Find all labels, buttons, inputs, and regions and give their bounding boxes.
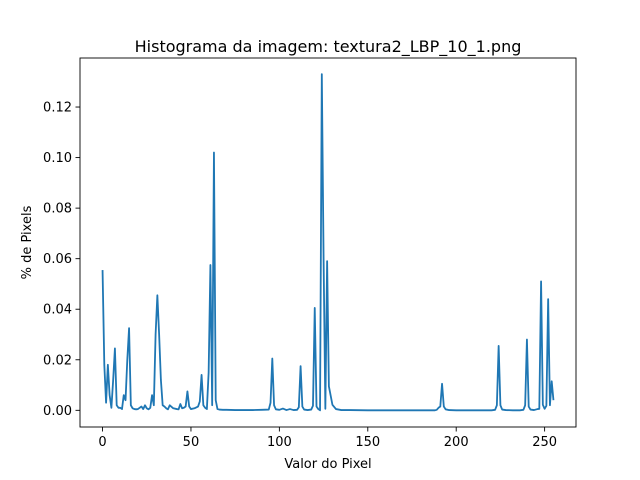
x-axis-ticks: 0 50 100 150 200 250 — [98, 427, 557, 450]
x-tick-label: 100 — [267, 435, 292, 450]
y-tick-label: 0.06 — [43, 252, 72, 267]
plot-frame — [79, 57, 577, 428]
x-tick-label: 0 — [98, 435, 106, 450]
y-tick-label: 0.10 — [43, 151, 72, 166]
y-tick-label: 0.12 — [43, 101, 72, 116]
histogram-series-line — [101, 73, 555, 412]
x-tick-label: 50 — [183, 435, 200, 450]
y-tick-label: 0.00 — [43, 404, 72, 419]
x-tick-label: 250 — [532, 435, 557, 450]
y-tick-label: 0.04 — [43, 303, 72, 318]
x-tick-label: 150 — [355, 435, 380, 450]
x-axis-label: Valor do Pixel — [284, 457, 371, 472]
y-axis-label: % de Pixels — [20, 205, 35, 279]
y-tick-label: 0.02 — [43, 353, 72, 368]
x-tick-label: 200 — [444, 435, 469, 450]
y-axis-ticks: 0.00 0.02 0.04 0.06 0.08 0.10 0.12 — [43, 101, 80, 419]
y-tick-label: 0.08 — [43, 202, 72, 217]
chart-title: Histograma da imagem: textura2_LBP_10_1.… — [135, 37, 522, 57]
